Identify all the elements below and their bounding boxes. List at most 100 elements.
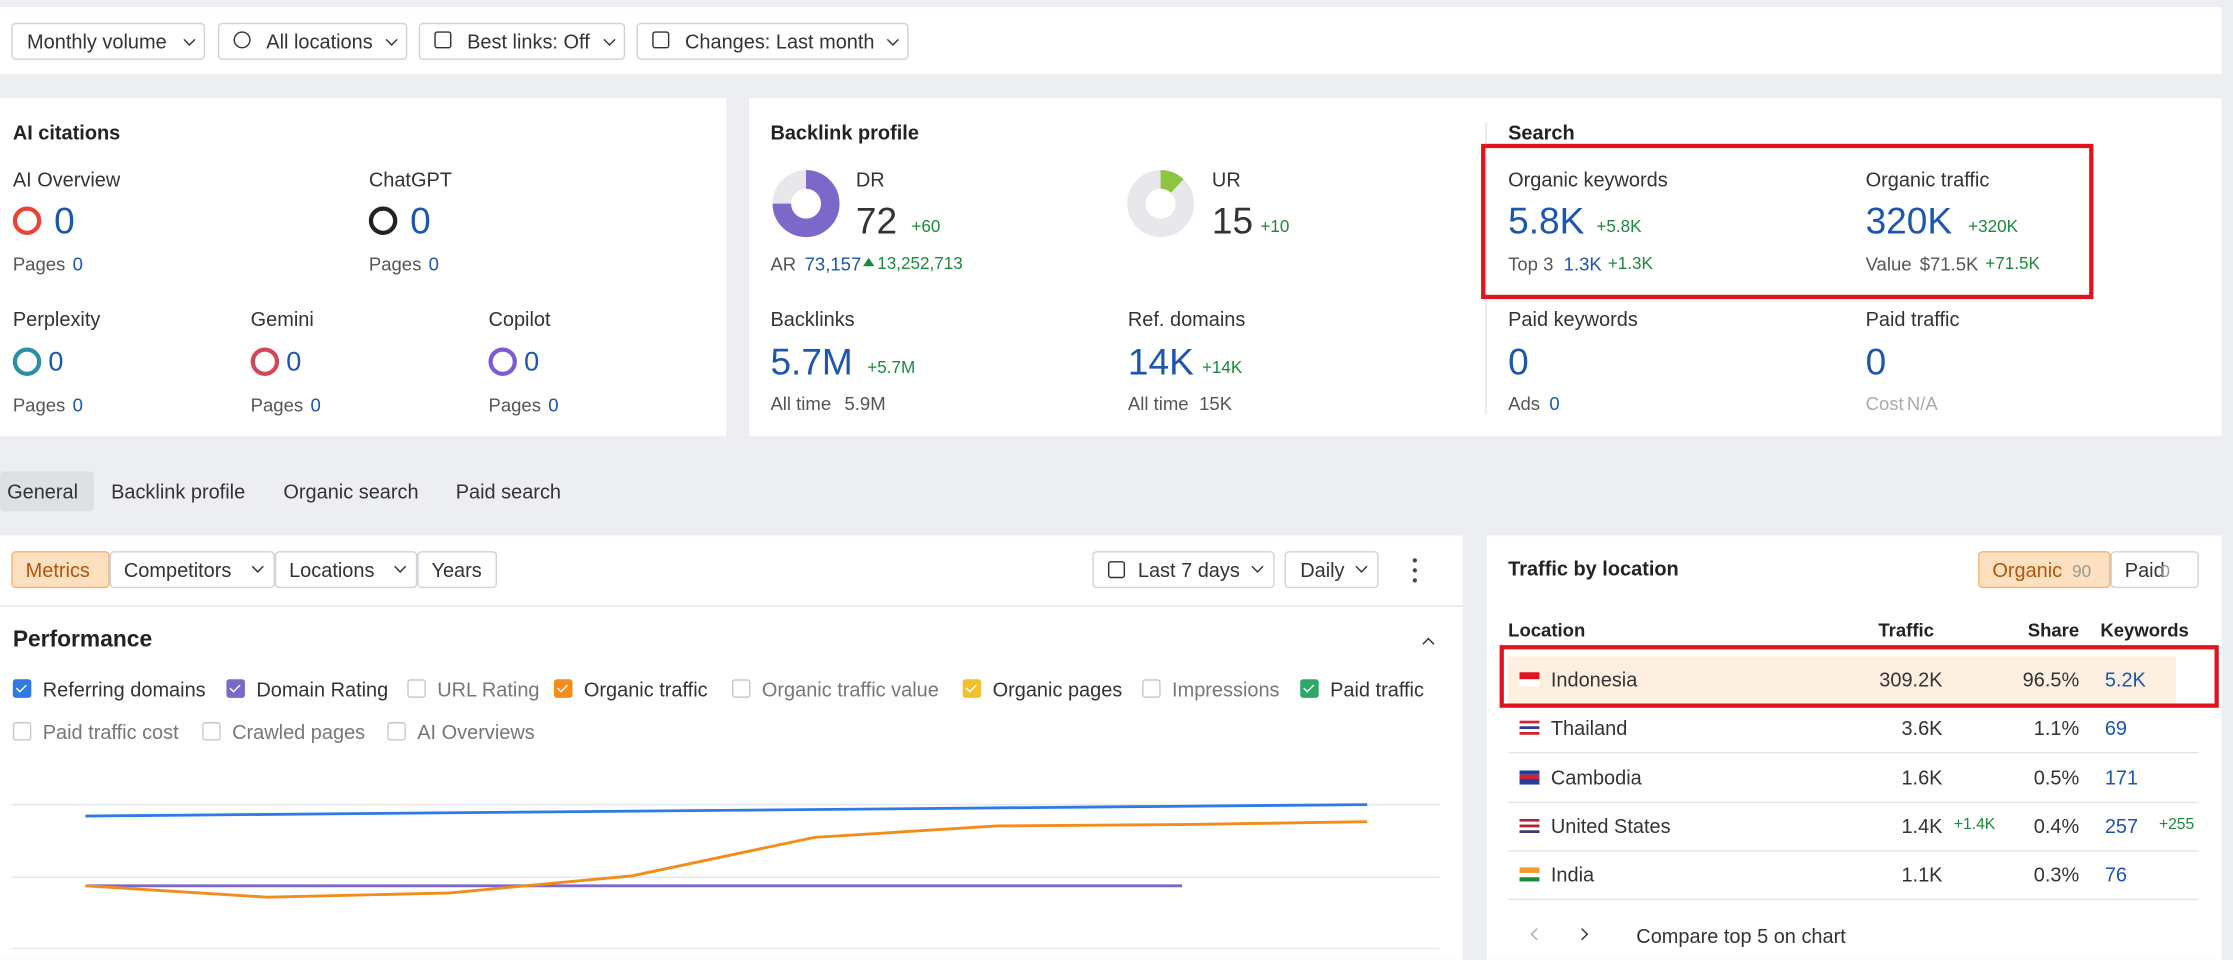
text: Ads [1508,392,1541,414]
text: AR [770,252,797,275]
sub-label: Pages [250,393,304,416]
column-header: Keywords [2100,618,2189,641]
tab[interactable]: Organic search [283,479,419,503]
segment-button[interactable] [109,551,275,589]
dropdown-button[interactable] [418,22,626,60]
metric-toggle-label: URL Rating [437,677,540,701]
sub-label: Pages [368,252,422,275]
traffic: 1.6K [1901,765,1943,789]
metric-toggle-label: Organic traffic value [761,677,939,701]
flag-stripe [1519,672,1540,680]
checkbox[interactable] [202,722,221,741]
dropdown-button[interactable] [1092,551,1275,589]
button-icon [434,31,452,49]
metric-toggle-label: Referring domains [42,677,206,701]
checkbox[interactable] [962,679,982,698]
tab[interactable]: Backlink profile [111,479,246,503]
active-tab-bg [0,471,94,512]
panel-title: Traffic by location [1508,556,1679,580]
flag [1519,769,1540,785]
button-label: Daily [1300,558,1345,582]
checkbox[interactable] [12,722,32,741]
text: 320K [1865,199,1953,243]
checkbox[interactable] [387,722,406,741]
tab[interactable]: Paid search [455,479,562,503]
metric-toggle-label: Impressions [1172,677,1280,701]
dropdown-button[interactable] [1284,551,1379,589]
button-label: Best links: Off [467,29,590,53]
text: +71.5K [1985,253,2040,274]
traffic: 1.1K [1901,863,1943,887]
section-title: Performance [12,628,153,653]
kebab-dot [1412,558,1417,563]
checkbox[interactable] [553,679,573,698]
metric-value: 0 [410,199,431,243]
checkbox[interactable] [731,679,751,698]
checkbox[interactable] [12,679,32,698]
text: 5.8K [1508,199,1585,243]
divider [1485,122,1487,415]
text: Top 3 [1508,252,1554,275]
text: +10 [1260,216,1290,237]
checkbox[interactable] [1142,679,1161,698]
text: 0 [1865,340,1887,384]
traffic: 3.6K [1901,716,1943,740]
row-divider [1508,898,2199,901]
calendar-icon [1107,561,1126,579]
text: 0 [1508,340,1529,384]
dropdown-button[interactable] [11,22,206,60]
tab[interactable]: General [7,479,79,503]
flag [1519,721,1540,736]
text: Ref. domains [1127,307,1246,331]
metric-label: Gemini [250,307,314,331]
sub-label: Pages [12,393,66,416]
text: Value [1865,252,1912,275]
flag-stripe [1519,821,1540,825]
metric-value: 0 [524,346,540,377]
toggle-button[interactable] [2110,551,2199,589]
text: 73,157 [804,252,862,275]
text: Paid keywords [1508,307,1638,331]
metric-toggle-label: Paid traffic cost [42,720,179,744]
card-title: AI citations [12,121,121,144]
keywords: 69 [2104,716,2128,740]
checkbox[interactable] [1300,679,1319,698]
line [85,803,1368,818]
text: Backlinks [770,307,855,331]
text: +14K [1201,357,1243,378]
text: +1.3K [1607,253,1653,274]
sub-label: Pages [12,252,66,275]
logo-icon [488,347,517,376]
logo-icon [368,206,398,235]
checkbox[interactable] [407,679,426,698]
button-label: Changes: Last month [684,29,875,53]
keywords: 171 [2104,765,2139,789]
segment-button[interactable] [11,551,110,589]
compare-link[interactable]: Compare top 5 on chart [1636,924,1846,948]
dropdown-button[interactable] [636,22,909,60]
traffic: 1.4K [1901,814,1943,838]
text: All time [770,392,832,414]
checkbox[interactable] [226,679,245,698]
up-arrow [863,257,875,267]
share: 0.5% [2033,765,2080,789]
text: 15 [1211,199,1254,243]
text: +5.8K [1596,216,1642,237]
check-mark [229,680,241,692]
text: 13,252,713 [877,253,963,274]
flag-stripe [1519,824,1540,828]
row-divider [1508,801,2199,803]
segment-button[interactable] [417,551,498,589]
check-mark [15,680,27,692]
flag-stripe [1519,729,1540,733]
row-divider [1508,752,2199,754]
segment-button[interactable] [274,551,418,589]
text: Paid traffic [1865,307,1960,331]
share: 0.3% [2033,863,2080,887]
button-label: Years [431,558,482,582]
toggle-button[interactable] [1978,551,2111,589]
count: 0 [2160,561,2170,582]
metric-label: ChatGPT [368,168,452,191]
row-divider [1508,850,2199,852]
flag-stripe [1519,867,1540,873]
